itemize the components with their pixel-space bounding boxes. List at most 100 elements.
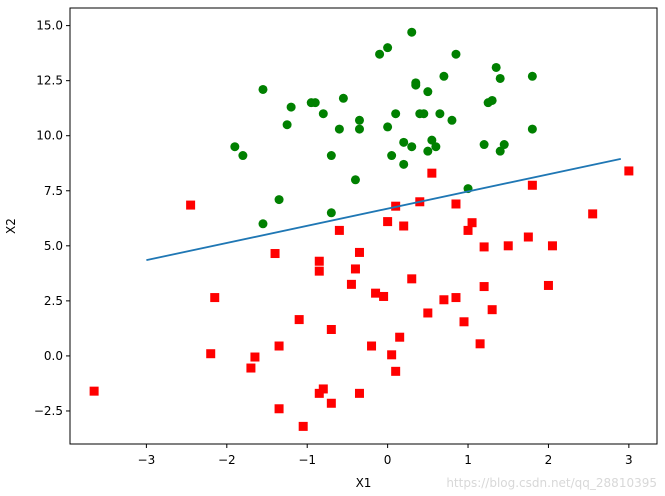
green-circle-point — [326, 208, 336, 218]
red-square-point — [298, 421, 308, 431]
plot-frame — [69, 7, 658, 445]
green-circle-point — [407, 27, 417, 37]
green-circle-point — [435, 109, 445, 119]
green-circle-point — [411, 78, 421, 88]
red-square-point — [294, 315, 304, 325]
x-tick-label: −3 — [138, 453, 156, 467]
green-circle-point — [258, 84, 268, 94]
red-square-point — [89, 386, 99, 396]
green-circle-point — [310, 98, 320, 108]
green-circle-point — [391, 109, 401, 119]
y-tick-label: 5.0 — [44, 239, 63, 253]
red-square-point — [624, 166, 634, 176]
y-axis-label: X2 — [4, 218, 18, 234]
green-circle-point — [451, 49, 461, 59]
x-tick-label: −2 — [218, 453, 236, 467]
green-circle-point — [375, 49, 385, 59]
plot-area — [70, 8, 657, 444]
green-circle-point — [274, 195, 284, 205]
red-square-point — [487, 305, 497, 315]
y-tick-label: −2.5 — [34, 404, 63, 418]
red-square-point — [314, 256, 324, 266]
green-circle-point — [527, 71, 537, 81]
y-tick-label: 0.0 — [44, 349, 63, 363]
x-tick-label: −1 — [298, 453, 316, 467]
green-circle-point — [419, 109, 429, 119]
red-square-point — [479, 242, 489, 252]
green-circle-point — [479, 140, 489, 150]
red-square-point — [379, 291, 389, 301]
watermark: https://blog.csdn.net/qq_28810395 — [446, 476, 657, 490]
green-circle-point — [431, 142, 441, 152]
green-circle-point — [427, 135, 437, 145]
x-tick-label: 1 — [464, 453, 472, 467]
green-circle-point — [447, 115, 457, 125]
red-square-point — [346, 279, 356, 289]
green-circle-point — [334, 124, 344, 134]
red-square-point — [588, 209, 598, 219]
red-square-point — [523, 232, 533, 242]
green-circle-point — [326, 151, 336, 161]
green-circle-point — [286, 102, 296, 112]
green-circle-point — [230, 142, 240, 152]
red-square-point — [318, 384, 328, 394]
red-square-point — [326, 398, 336, 408]
green-circle-point — [238, 151, 248, 161]
y-tick-label: 7.5 — [44, 184, 63, 198]
red-square-point — [274, 341, 284, 351]
green-circle-point — [338, 93, 348, 103]
red-square-point — [395, 332, 405, 342]
red-square-point — [391, 366, 401, 376]
red-square-point — [547, 241, 557, 251]
red-square-point — [274, 404, 284, 414]
red-square-point — [427, 168, 437, 178]
y-tick-label: 15.0 — [36, 19, 63, 33]
green-circle-point — [318, 109, 328, 119]
green-circle-point — [282, 120, 292, 130]
green-circle-point — [499, 140, 509, 150]
green-circle-point — [487, 95, 497, 105]
red-square-point — [451, 199, 461, 209]
y-tick-label: 2.5 — [44, 294, 63, 308]
x-axis-ticks: −3 −2 −1 0 1 2 3 — [138, 444, 633, 467]
red-square-point — [479, 282, 489, 292]
red-square-point — [314, 266, 324, 276]
red-square-point — [354, 388, 364, 398]
red-square-point — [270, 249, 280, 259]
y-tick-label: 12.5 — [36, 74, 63, 88]
red-square-point — [543, 280, 553, 290]
red-square-point — [451, 293, 461, 303]
red-square-point — [467, 218, 477, 228]
red-square-point — [367, 341, 377, 351]
red-square-point — [206, 349, 216, 359]
data-marks — [89, 27, 634, 431]
red-square-point — [439, 295, 449, 305]
red-square-point — [210, 293, 220, 303]
green-circle-point — [350, 175, 360, 185]
red-square-point — [371, 288, 381, 298]
red-square-point — [354, 247, 364, 257]
green-circle-point — [258, 219, 268, 229]
green-circle-point — [399, 137, 409, 147]
green-circle-point — [399, 159, 409, 169]
green-circle-point — [439, 71, 449, 81]
red-square-point — [459, 317, 469, 327]
x-tick-label: 3 — [625, 453, 633, 467]
green-circle-point — [423, 146, 433, 156]
red-square-point — [383, 217, 393, 227]
red-square-point — [399, 221, 409, 231]
x-tick-label: 2 — [545, 453, 553, 467]
green-circle-point — [383, 43, 393, 53]
green-circle-point — [495, 73, 505, 83]
green-circle-point — [383, 122, 393, 132]
green-circle-point — [407, 142, 417, 152]
red-square-point — [250, 352, 260, 362]
green-circle-point — [354, 115, 364, 125]
green-circle-point — [354, 124, 364, 134]
red-square-point — [463, 225, 473, 235]
y-axis-ticks: −2.5 0.0 2.5 5.0 7.5 10.0 12.5 15.0 — [34, 19, 70, 418]
red-square-point — [407, 274, 417, 284]
x-axis-label: X1 — [356, 476, 372, 490]
green-circle-point — [527, 124, 537, 134]
